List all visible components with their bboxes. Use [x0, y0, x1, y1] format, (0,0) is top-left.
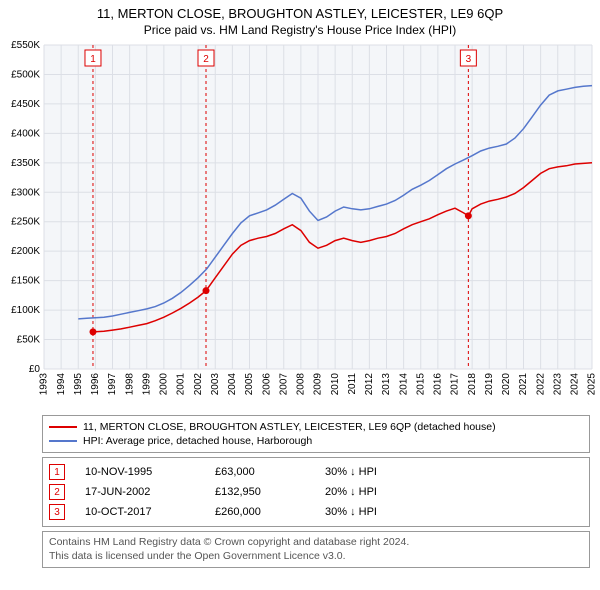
marker-date: 17-JUN-2002: [85, 486, 195, 498]
legend-row: 11, MERTON CLOSE, BROUGHTON ASTLEY, LEIC…: [49, 420, 583, 434]
title-subtitle: Price paid vs. HM Land Registry's House …: [0, 23, 600, 37]
svg-text:£350K: £350K: [11, 158, 40, 169]
svg-text:2020: 2020: [501, 373, 512, 396]
svg-text:2002: 2002: [193, 373, 204, 396]
svg-text:2021: 2021: [518, 373, 529, 396]
marker-row: 1 10-NOV-1995 £63,000 30% ↓ HPI: [49, 462, 583, 482]
svg-text:£500K: £500K: [11, 69, 40, 80]
svg-text:1993: 1993: [39, 373, 50, 396]
legend-row: HPI: Average price, detached house, Harb…: [49, 434, 583, 448]
svg-text:2012: 2012: [364, 373, 375, 396]
svg-text:£100K: £100K: [11, 305, 40, 316]
svg-text:£450K: £450K: [11, 99, 40, 110]
svg-text:1994: 1994: [56, 373, 67, 396]
footer-attribution: Contains HM Land Registry data © Crown c…: [42, 531, 590, 568]
svg-text:2022: 2022: [535, 373, 546, 396]
svg-text:2003: 2003: [210, 373, 221, 396]
svg-text:2011: 2011: [347, 373, 358, 395]
svg-text:1999: 1999: [141, 373, 152, 396]
marker-table: 1 10-NOV-1995 £63,000 30% ↓ HPI 2 17-JUN-2002…: [42, 457, 590, 527]
svg-text:2015: 2015: [415, 373, 426, 396]
marker-delta: 20% ↓ HPI: [325, 486, 377, 498]
marker-badge: 1: [49, 464, 65, 480]
svg-text:2008: 2008: [296, 373, 307, 396]
svg-text:2024: 2024: [570, 373, 581, 396]
svg-text:2019: 2019: [484, 373, 495, 396]
svg-text:£300K: £300K: [11, 187, 40, 198]
svg-text:3: 3: [466, 54, 472, 65]
svg-text:2005: 2005: [244, 373, 255, 396]
marker-date: 10-NOV-1995: [85, 466, 195, 478]
legend: 11, MERTON CLOSE, BROUGHTON ASTLEY, LEIC…: [42, 415, 590, 453]
svg-text:2004: 2004: [227, 373, 238, 396]
marker-price: £132,950: [215, 486, 305, 498]
svg-text:1998: 1998: [124, 373, 135, 396]
marker-delta: 30% ↓ HPI: [325, 466, 377, 478]
title-address: 11, MERTON CLOSE, BROUGHTON ASTLEY, LEIC…: [0, 6, 600, 21]
svg-text:£150K: £150K: [11, 276, 40, 287]
svg-text:2001: 2001: [176, 373, 187, 396]
svg-text:2014: 2014: [398, 373, 409, 396]
svg-text:£250K: £250K: [11, 217, 40, 228]
legend-swatch: [49, 440, 77, 442]
svg-text:1: 1: [90, 54, 96, 65]
svg-text:£550K: £550K: [11, 40, 40, 51]
svg-text:2023: 2023: [552, 373, 563, 396]
svg-text:2018: 2018: [467, 373, 478, 396]
footer-line1: Contains HM Land Registry data © Crown c…: [49, 536, 583, 550]
svg-text:2000: 2000: [159, 373, 170, 396]
svg-text:2010: 2010: [330, 373, 341, 396]
svg-text:2017: 2017: [450, 373, 461, 396]
chart-titles: 11, MERTON CLOSE, BROUGHTON ASTLEY, LEIC…: [0, 0, 600, 39]
svg-text:2016: 2016: [433, 373, 444, 396]
chart-plot: £0£50K£100K£150K£200K£250K£300K£350K£400…: [0, 39, 600, 409]
marker-row: 2 17-JUN-2002 £132,950 20% ↓ HPI: [49, 482, 583, 502]
svg-text:£400K: £400K: [11, 128, 40, 139]
legend-label: 11, MERTON CLOSE, BROUGHTON ASTLEY, LEIC…: [83, 421, 496, 433]
svg-text:£200K: £200K: [11, 246, 40, 257]
svg-text:2013: 2013: [381, 373, 392, 396]
legend-label: HPI: Average price, detached house, Harb…: [83, 435, 312, 447]
svg-text:1995: 1995: [73, 373, 84, 396]
chart-container: 11, MERTON CLOSE, BROUGHTON ASTLEY, LEIC…: [0, 0, 600, 568]
marker-badge: 3: [49, 504, 65, 520]
legend-swatch: [49, 426, 77, 428]
svg-text:2009: 2009: [313, 373, 324, 396]
marker-price: £63,000: [215, 466, 305, 478]
marker-row: 3 10-OCT-2017 £260,000 30% ↓ HPI: [49, 502, 583, 522]
svg-text:2007: 2007: [278, 373, 289, 396]
marker-delta: 30% ↓ HPI: [325, 506, 377, 518]
marker-price: £260,000: [215, 506, 305, 518]
footer-line2: This data is licensed under the Open Gov…: [49, 550, 583, 564]
svg-text:2025: 2025: [587, 373, 598, 396]
svg-text:2: 2: [203, 54, 209, 65]
marker-badge: 2: [49, 484, 65, 500]
svg-text:£50K: £50K: [17, 335, 41, 346]
marker-date: 10-OCT-2017: [85, 506, 195, 518]
svg-text:2006: 2006: [261, 373, 272, 396]
svg-text:1996: 1996: [90, 373, 101, 396]
svg-text:1997: 1997: [107, 373, 118, 396]
